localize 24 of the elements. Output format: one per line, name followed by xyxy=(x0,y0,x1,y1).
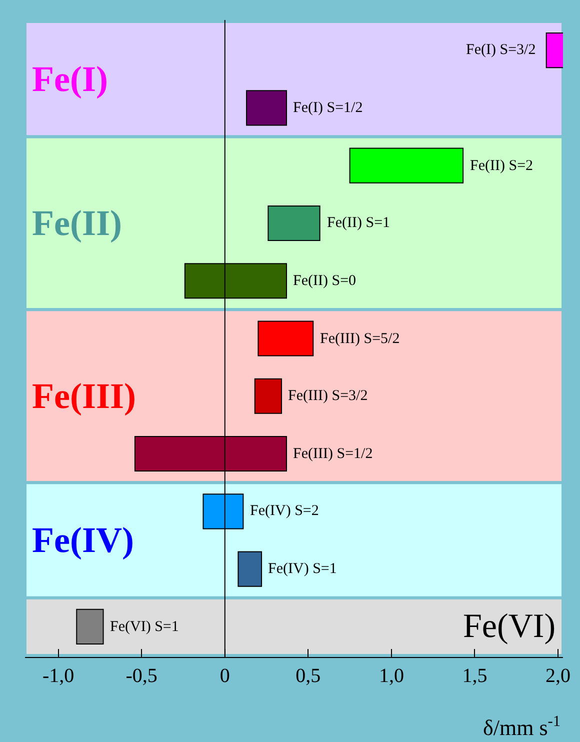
x-tick-label: 0 xyxy=(220,665,230,687)
y-tick-label: Fe(III) S=3/2 xyxy=(288,388,368,404)
x-tick-label: 1,5 xyxy=(462,665,488,687)
band-label: Fe(VI) xyxy=(463,608,556,645)
y-tick-label: Fe(I) S=3/2 xyxy=(466,42,536,58)
y-tick-label: Fe(VI) S=1 xyxy=(110,619,179,635)
y-tick-label: Fe(III) S=5/2 xyxy=(320,331,400,347)
y-tick-label: Fe(IV) S=1 xyxy=(268,561,337,577)
y-tick-label: Fe(II) S=2 xyxy=(470,158,534,174)
y-tick-label: Fe(I) S=1/2 xyxy=(293,100,363,116)
x-tick-label: 0,5 xyxy=(296,665,321,687)
y-tick-label: Fe(IV) S=2 xyxy=(250,503,319,519)
y-tick-label: Fe(III) S=1/2 xyxy=(293,446,373,462)
x-tick-label: 1,0 xyxy=(378,665,404,687)
band-label: Fe(IV) xyxy=(32,520,134,560)
band-label: Fe(III) xyxy=(32,376,136,416)
band-label: Fe(II) xyxy=(32,203,122,243)
x-tick-label: -0,5 xyxy=(126,665,158,687)
x-tick-label: -1,0 xyxy=(42,665,74,687)
band-label: Fe(I) xyxy=(32,59,108,99)
x-tick-label: 2,0 xyxy=(546,665,570,687)
y-tick-label: Fe(II) S=1 xyxy=(327,215,390,231)
x-axis-title: δ/mm s$^{-1}$ xyxy=(483,713,561,740)
y-tick-label: Fe(II) S=0 xyxy=(293,273,356,289)
